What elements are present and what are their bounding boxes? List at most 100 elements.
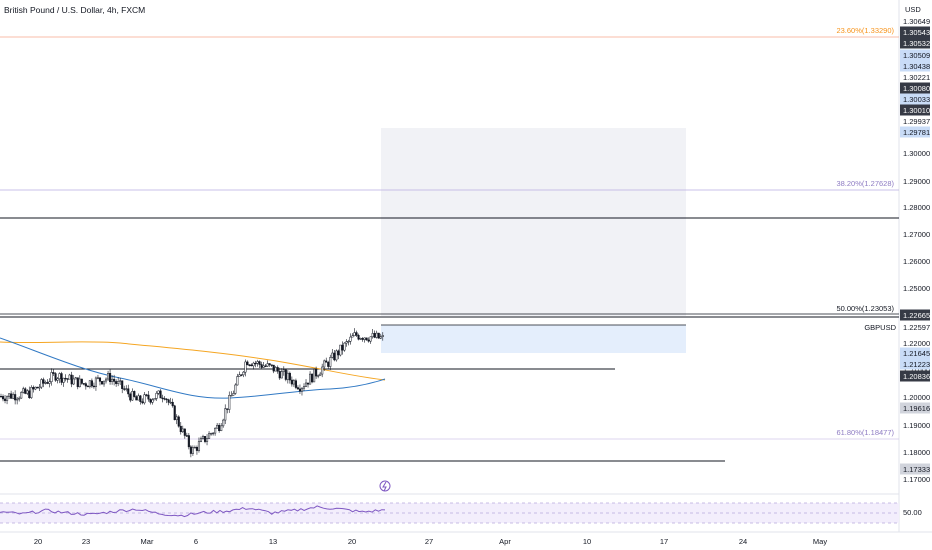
candle [145,393,148,397]
candle [345,339,348,347]
candle [143,392,146,405]
price-tag-label: 1.30543 [903,28,930,37]
candle [98,377,102,386]
candle [36,386,39,389]
candle [22,386,25,394]
candle [34,386,37,391]
price-tag: 1.30221 [900,71,930,83]
candle [317,374,320,379]
chart-title: British Pound / U.S. Dollar, 4h, FXCM [4,5,146,15]
candle [28,386,31,399]
candle [242,370,245,378]
price-tag-label: 1.17333 [903,465,930,474]
price-tag: 1.21645 [900,347,930,359]
candle [183,428,186,439]
candle [68,373,71,380]
time-axis[interactable]: 20 23 Mar 6 13 20 27 Apr 10 17 24 May [34,537,828,546]
candle [288,371,291,384]
price-tag: 1.29781 [900,126,930,138]
candle [286,370,289,384]
price-tag-bg [900,358,930,370]
date-tick-label: 10 [583,537,591,546]
candle [379,333,382,340]
target-zone[interactable] [381,325,686,353]
price-tick-label: 1.18000 [903,448,930,457]
candle [117,377,120,387]
price-tag-bg [900,49,930,61]
candle [306,382,310,388]
candle [66,378,69,383]
candle [365,337,368,341]
price-tag-label: 1.30509 [903,51,930,60]
candle [50,368,53,386]
projection-zone[interactable] [381,128,686,316]
lightning-icon[interactable] [379,480,391,492]
date-tick-label: 27 [425,537,433,546]
candle [250,363,253,367]
rsi-tick-label: 50.00 [903,508,922,517]
candle [274,365,277,372]
price-tick-label: 1.28000 [903,203,930,212]
candle [203,436,207,444]
candle [137,393,140,401]
candle [268,363,271,367]
price-tag-bg [900,37,930,49]
price-tag: 1.30080 [900,82,930,94]
candle [76,377,79,390]
date-tick-label: 23 [82,537,90,546]
price-tag-label: 1.22597 [903,323,930,332]
candle [149,398,152,405]
candle [24,387,27,395]
candle [92,382,95,389]
candle [32,385,35,393]
candle [109,369,112,385]
price-tag-label: 1.30438 [903,62,930,71]
price-tick-label: 1.26000 [903,257,930,266]
candle [329,354,332,371]
date-tick-label: May [813,537,827,546]
candle [355,330,358,338]
candle [18,396,21,402]
candle [323,359,326,371]
price-tag-bg [900,463,930,475]
candle [280,368,283,379]
price-tag-bg [900,309,930,321]
candle [351,333,354,338]
candle [139,394,142,405]
candle [270,364,273,367]
candle [197,437,201,453]
candle [30,385,33,399]
candle [216,423,219,429]
candle [70,371,73,388]
candle [86,385,89,388]
candle [195,445,198,455]
candle [232,390,235,396]
candle [266,360,269,368]
candle [296,385,299,390]
price-tag: 1.19616 [900,402,930,414]
price-tag-bg [900,126,930,138]
price-tag-bg [900,15,930,27]
candle [169,397,172,405]
candle [88,380,91,389]
candle [100,381,104,385]
candle [129,392,132,403]
candle [171,398,174,408]
candle [52,369,55,377]
candle [78,375,81,388]
price-tag-bg [900,60,930,72]
price-tag-label: 1.30532 [903,39,930,48]
candle [177,415,180,428]
candle [127,384,130,398]
candle [252,361,255,370]
candle [12,392,15,400]
candle [201,434,205,440]
candle [54,372,57,382]
price-tag-label: 1.29937 [903,117,930,126]
candle [290,376,293,387]
candle [321,363,324,378]
candle [159,389,162,399]
candle [363,337,366,343]
candle [292,379,295,387]
